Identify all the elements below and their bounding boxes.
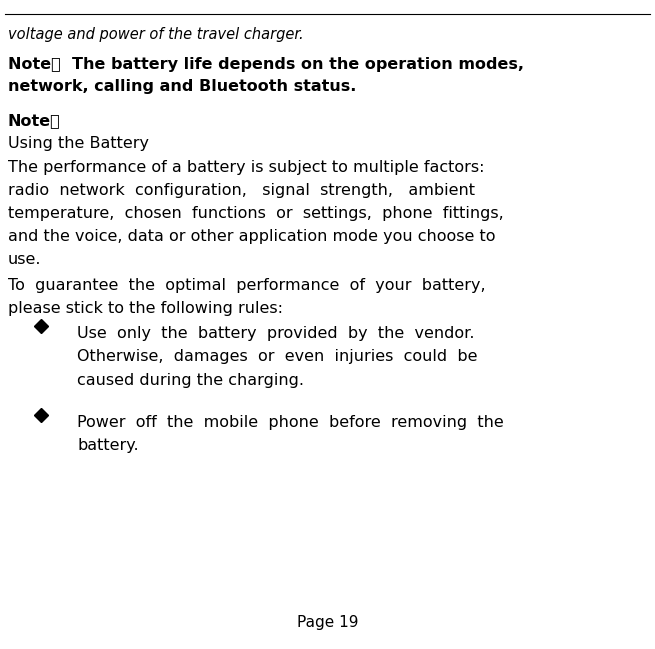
Text: voltage and power of the travel charger.: voltage and power of the travel charger. xyxy=(8,27,303,42)
Text: use.: use. xyxy=(8,252,41,267)
Text: temperature,  chosen  functions  or  settings,  phone  fittings,: temperature, chosen functions or setting… xyxy=(8,206,504,221)
Text: caused during the charging.: caused during the charging. xyxy=(77,373,305,387)
Text: Use  only  the  battery  provided  by  the  vendor.: Use only the battery provided by the ven… xyxy=(77,326,475,341)
Text: Page 19: Page 19 xyxy=(297,615,358,630)
Text: Note：  The battery life depends on the operation modes,: Note： The battery life depends on the op… xyxy=(8,57,524,72)
Text: Using the Battery: Using the Battery xyxy=(8,136,149,151)
Text: The performance of a battery is subject to multiple factors:: The performance of a battery is subject … xyxy=(8,160,484,175)
Text: Otherwise,  damages  or  even  injuries  could  be: Otherwise, damages or even injuries coul… xyxy=(77,349,477,365)
Text: and the voice, data or other application mode you choose to: and the voice, data or other application… xyxy=(8,229,495,245)
Text: battery.: battery. xyxy=(77,439,139,454)
Text: radio  network  configuration,   signal  strength,   ambient: radio network configuration, signal stre… xyxy=(8,183,475,199)
Text: please stick to the following rules:: please stick to the following rules: xyxy=(8,301,283,316)
Text: Power  off  the  mobile  phone  before  removing  the: Power off the mobile phone before removi… xyxy=(77,415,504,430)
Text: network, calling and Bluetooth status.: network, calling and Bluetooth status. xyxy=(8,79,356,94)
Text: To  guarantee  the  optimal  performance  of  your  battery,: To guarantee the optimal performance of … xyxy=(8,278,485,293)
Text: Note：: Note： xyxy=(8,113,61,128)
